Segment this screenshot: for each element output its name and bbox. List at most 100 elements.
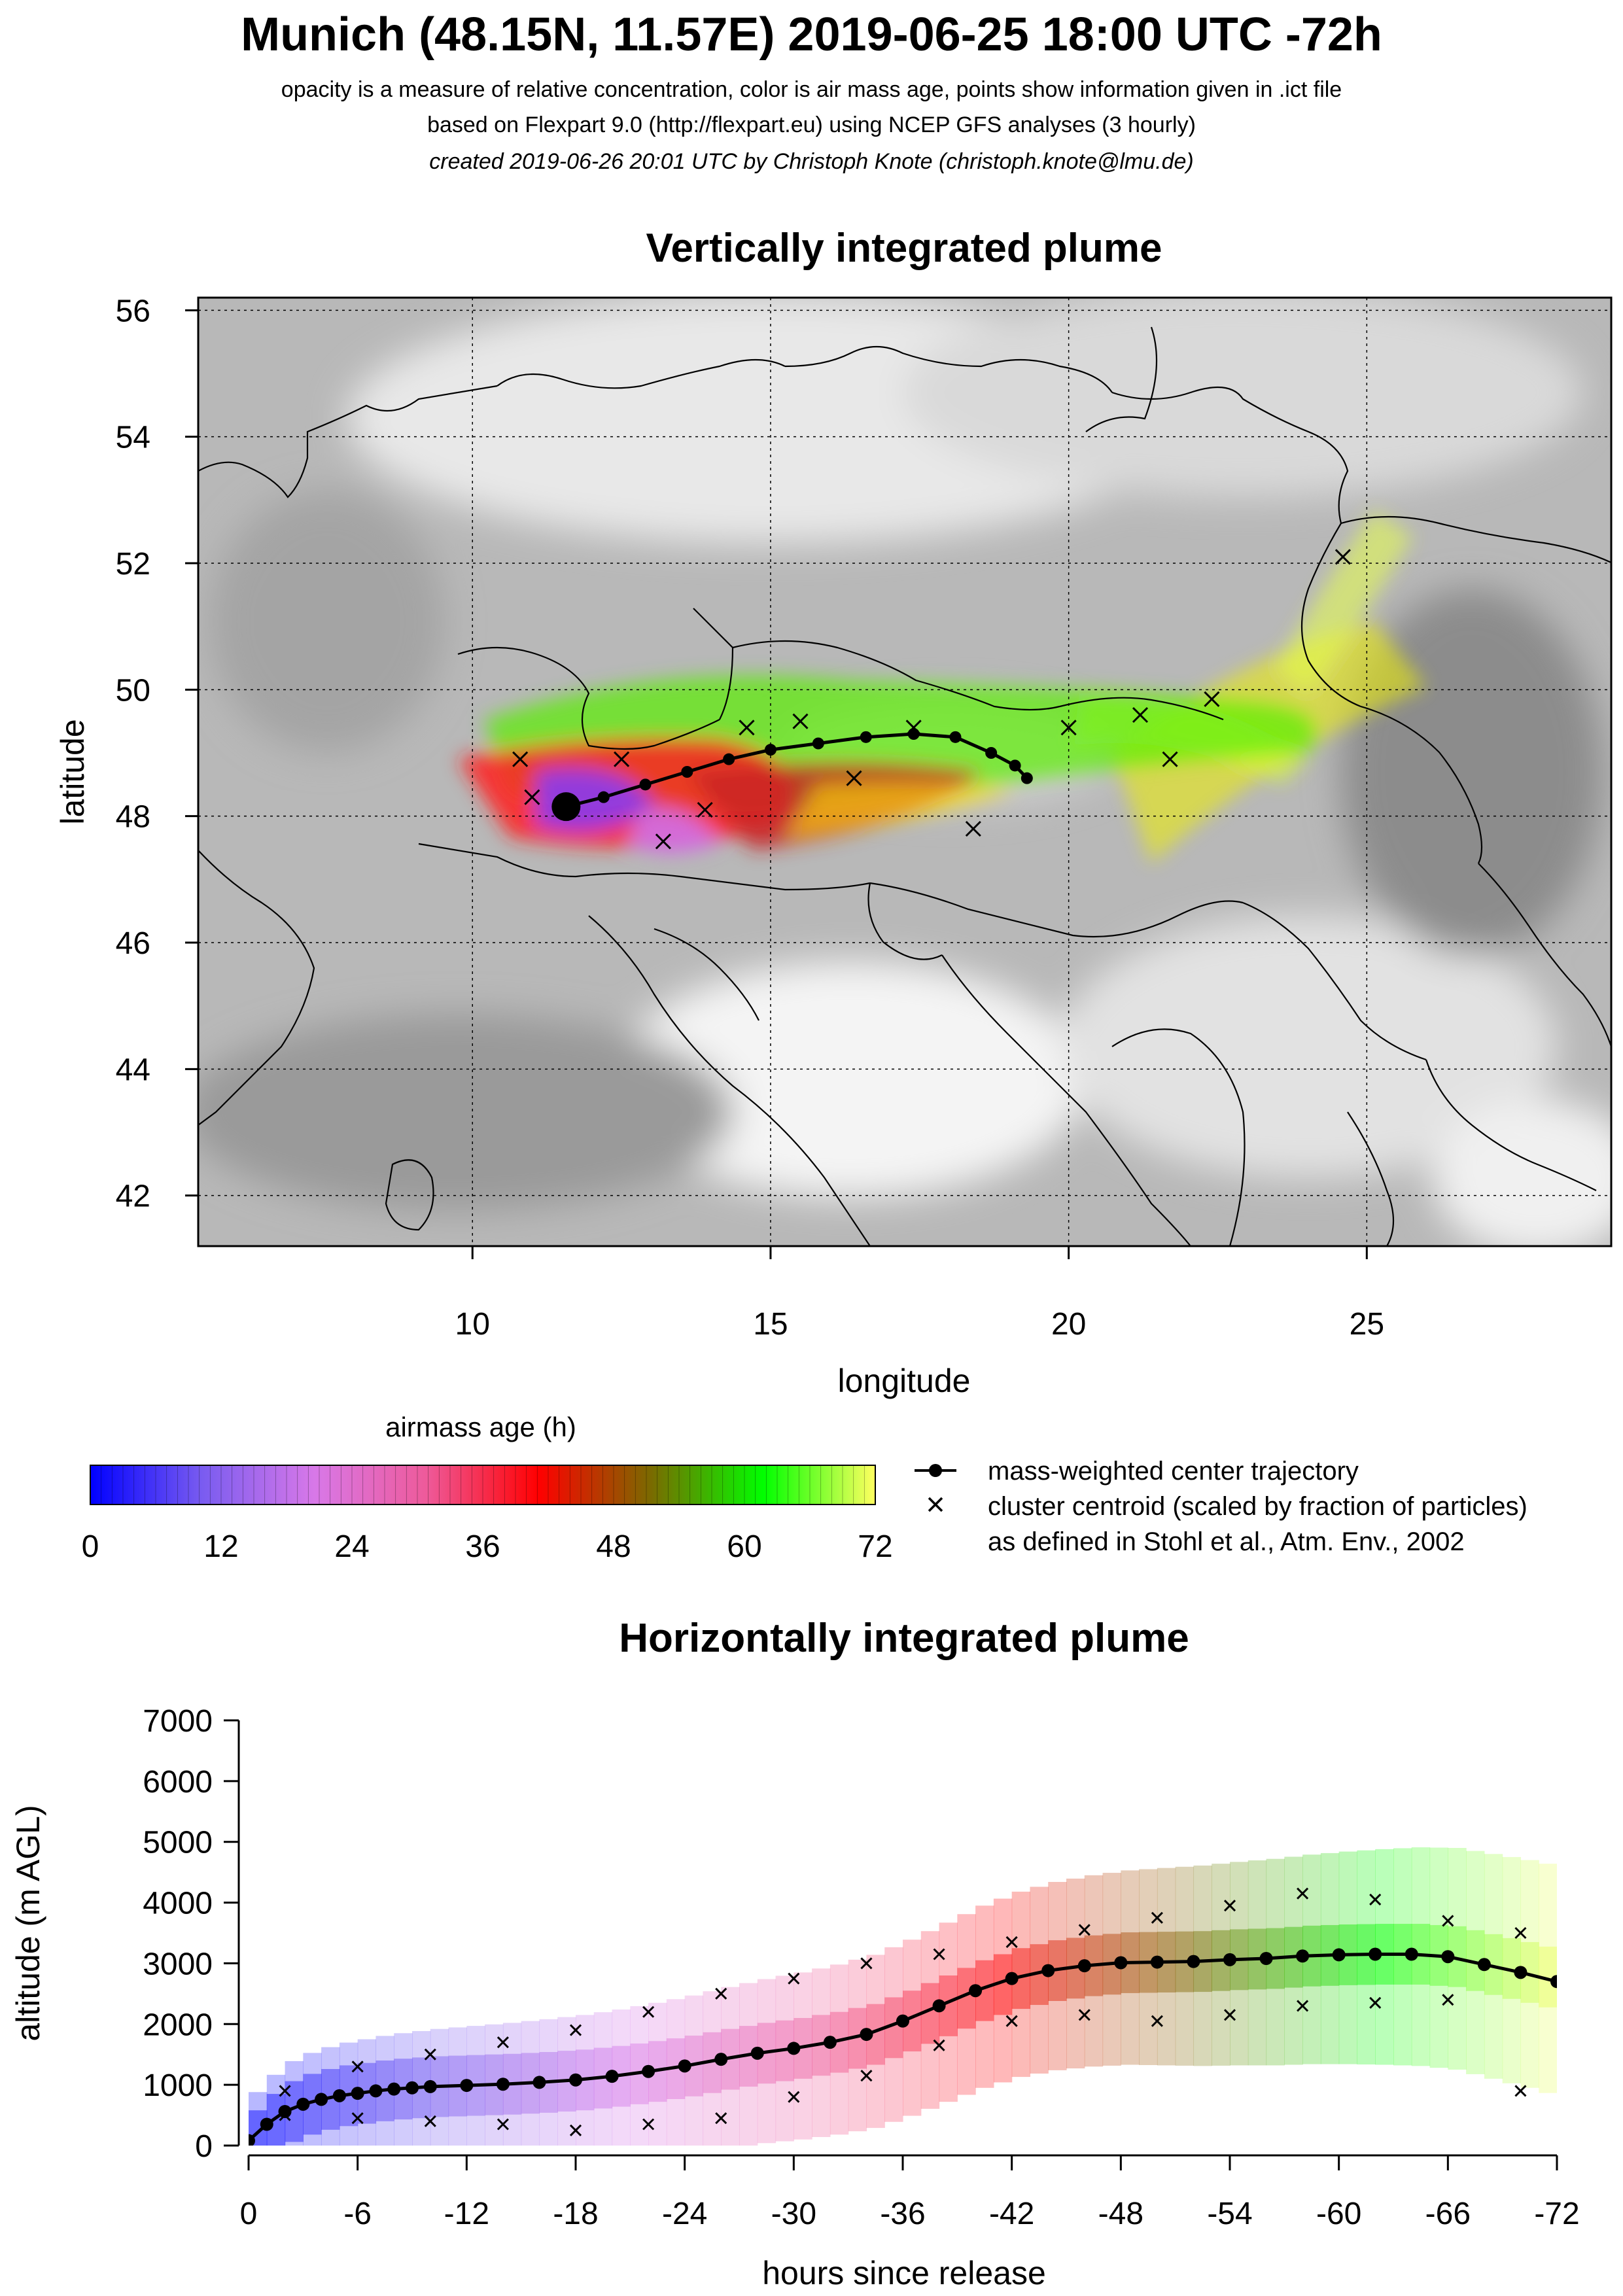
legend-centroid-marker (928, 1497, 943, 1512)
altitude-trajectory-point (1114, 1956, 1128, 1970)
altitude-trajectory-point (351, 2087, 364, 2100)
colorbar (90, 1465, 875, 1505)
map-ytick-label: 56 (116, 294, 150, 328)
altitude-cluster-upper (1151, 1911, 1163, 1924)
altitude-trajectory-point (714, 2053, 728, 2066)
map-trajectory-point (985, 747, 998, 759)
map-xlabel: longitude (838, 1363, 971, 1399)
map-xtick-label: 10 (455, 1307, 490, 1342)
altitude-trajectory-point (969, 1984, 983, 1998)
altitude-xtick-label: -48 (1098, 2197, 1143, 2231)
altitude-ytick-label: 2000 (143, 2008, 213, 2042)
terrain-shading (198, 298, 1611, 1246)
altitude-xtick-label: 0 (240, 2197, 258, 2231)
altitude-cluster-upper (1442, 1915, 1454, 1927)
altitude-trajectory-point (387, 2082, 401, 2096)
altitude-trajectory-point (1223, 1953, 1236, 1966)
map-ytick-label: 42 (116, 1179, 150, 1214)
colorbar-tick-label: 12 (203, 1529, 238, 1564)
colorbar-tick-label: 24 (334, 1529, 369, 1564)
altitude-trajectory-point (1514, 1966, 1527, 1979)
map-ytick-label: 54 (116, 421, 150, 455)
altitude-plume-band (884, 1947, 903, 2122)
altitude-cluster-lower (933, 2039, 945, 2051)
altitude-trajectory-point (406, 2081, 419, 2095)
map-ytick-label: 50 (116, 673, 150, 708)
altitude-plume-band (993, 1898, 1013, 2083)
map-ylabel: latitude (54, 719, 91, 824)
altitude-trajectory-point (1077, 1959, 1091, 1973)
altitude-xtick-label: -6 (343, 2197, 372, 2231)
altitude-ytick-label: 3000 (143, 1947, 213, 1981)
legend-centroid-label: cluster centroid (scaled by fraction of … (988, 1492, 1527, 1521)
altitude-cluster-lower (1369, 1996, 1382, 2009)
map-ytick-label: 52 (116, 547, 150, 582)
altitude-trajectory-point (532, 2076, 546, 2089)
map-release-point (551, 792, 581, 822)
altitude-trajectory-point (1405, 1947, 1418, 1961)
altitude-trajectory-point (1369, 1947, 1382, 1961)
altitude-trajectory-point (896, 2014, 909, 2028)
legend-trajectory-marker (929, 1464, 942, 1477)
altitude-trajectory-point (423, 2079, 437, 2093)
altitude-area (249, 1847, 1557, 2146)
altitude-ytick-label: 5000 (143, 1826, 213, 1860)
altitude-cluster-lower (788, 2091, 800, 2103)
altitude-trajectory-point (332, 2089, 346, 2102)
altitude-cluster-upper (1005, 1936, 1018, 1948)
map-cluster-centroid (1162, 751, 1178, 767)
colorbar-tick-label: 72 (858, 1529, 892, 1564)
country-borders (198, 326, 1611, 1246)
map-trajectory-point (1009, 759, 1021, 772)
altitude-plume-band (794, 1972, 812, 2140)
map-title: Vertically integrated plume (646, 226, 1162, 271)
map-cluster-centroid (697, 801, 713, 818)
altitude-plume-band (757, 1979, 777, 2144)
plume-shading (458, 510, 1426, 863)
altitude-axes: 0 -6 -12 -18 -24 -30 -36 -42 -48 -54 -60 -66 -72 0 100… (143, 1704, 1579, 2231)
altitude-cluster-upper (569, 2024, 582, 2036)
altitude-cluster-lower (642, 2118, 655, 2131)
altitude-cluster-lower (1078, 2009, 1091, 2021)
altitude-cluster-lower (860, 2070, 873, 2082)
map-ytick-label: 46 (116, 926, 150, 961)
colorbar-tick-label: 48 (596, 1529, 631, 1564)
altitude-xtick-label: -12 (444, 2197, 489, 2231)
map-trajectory-point (949, 731, 962, 743)
altitude-trajectory-point (1259, 1952, 1273, 1965)
altitude-plume-band (739, 1983, 758, 2146)
altitude-cluster-lower (1151, 2015, 1163, 2027)
altitude-plume-band (1011, 1891, 1031, 2078)
altitude-plume-band (920, 1931, 940, 2109)
altitude-cluster-upper (424, 2048, 436, 2061)
altitude-cluster-lower (1514, 2085, 1527, 2097)
map-cluster-centroid (1060, 720, 1077, 736)
altitude-trajectory-point (823, 2036, 837, 2049)
altitude-plume-band (1030, 1887, 1049, 2074)
altitude-trajectory-point (678, 2059, 691, 2073)
altitude-xtick-label: -24 (662, 2197, 707, 2231)
colorbar-tick-labels: 0 12 24 36 48 60 72 (82, 1529, 893, 1564)
subtitle-model-note: based on Flexpart 9.0 (http://flexpart.e… (427, 113, 1196, 137)
colorbar-tick-label: 36 (465, 1529, 500, 1564)
altitude-cluster-upper (1078, 1924, 1091, 1936)
altitude-trajectory-point (569, 2073, 582, 2087)
altitude-trajectory-point (932, 1999, 946, 2013)
map-cluster-centroid (1132, 706, 1149, 723)
altitude-plume-band (903, 1939, 922, 2116)
page-title: Munich (48.15N, 11.57E) 2019-06-25 18:00… (241, 9, 1382, 61)
map-ytick-label: 44 (116, 1052, 150, 1087)
altitude-plume-band (812, 1968, 831, 2137)
map-area (198, 298, 1611, 1246)
altitude-ytick-label: 7000 (143, 1704, 213, 1739)
altitude-cluster-upper (1369, 1893, 1382, 1905)
legend-trajectory-label: mass-weighted center trajectory (988, 1457, 1359, 1486)
altitude-trajectory-point (260, 2117, 273, 2131)
altitude-cluster-upper (642, 2006, 655, 2018)
altitude-xtick-label: -36 (880, 2197, 925, 2231)
colorbar-tick-label: 0 (82, 1529, 99, 1564)
altitude-trajectory-point (750, 2046, 764, 2060)
legend: mass-weighted center trajectory cluster … (915, 1457, 1527, 1556)
map-cluster-centroid (655, 833, 671, 850)
